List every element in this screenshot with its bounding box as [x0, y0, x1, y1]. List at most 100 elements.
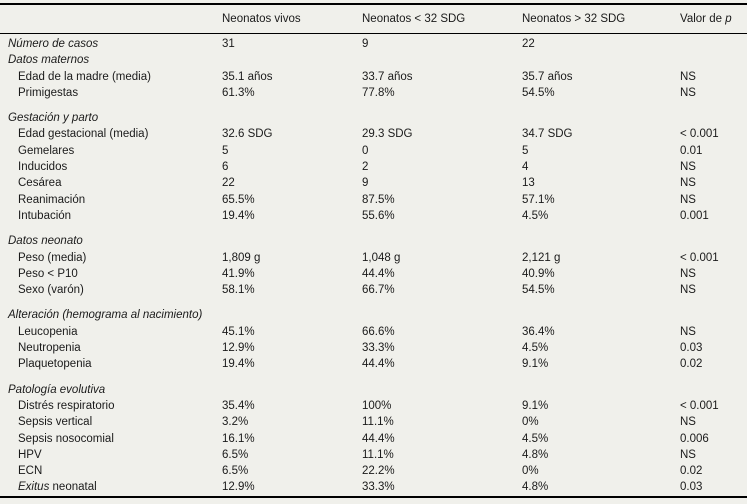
col-gt32-value: 34.7 SDG [522, 128, 573, 141]
col-vivos-value: 1,809 g [222, 251, 261, 264]
col-gt32-value: 40.9% [522, 267, 555, 280]
col-vivos-value: 41.9% [222, 267, 255, 280]
col-lt32-value: 44.4% [362, 358, 395, 371]
col-lt32-value: 9 [362, 38, 369, 50]
header-col-neonatos-lt-32-sdg: Neonatos < 32 SDG [362, 13, 466, 25]
row-label-italic-part: Exitus [18, 481, 50, 494]
col-gt32-value: 4.5% [522, 342, 549, 355]
p-value: 0.02 [680, 358, 703, 371]
table-header-row: Neonatos vivos Neonatos < 32 SDG Neonato… [0, 5, 747, 33]
row-label: Gestación y parto [8, 112, 99, 125]
p-value: NS [680, 193, 696, 206]
col-vivos-value: 32.6 SDG [222, 128, 273, 141]
col-lt32-value: 2 [362, 161, 369, 174]
row-label: Neutropenia [18, 342, 81, 355]
p-value: 0.03 [680, 342, 703, 355]
row-label: HPV [18, 448, 42, 461]
p-value: NS [680, 267, 696, 280]
row-label: Inducidos [18, 161, 68, 174]
col-gt32-value: 4 [522, 161, 529, 174]
col-lt32-value: 33.3% [362, 481, 395, 494]
data-row: Inducidos 6 2 4 NS [0, 159, 747, 175]
data-row: Edad de la madre (media) 35.1 años 33.7 añ… [0, 69, 747, 85]
col-vivos-value: 12.9% [222, 481, 255, 494]
col-vivos-value: 19.4% [222, 209, 255, 222]
p-value: NS [680, 325, 696, 338]
col-lt32-value: 44.4% [362, 267, 395, 280]
col-gt32-value: 9.1% [522, 399, 549, 412]
row-label: Cesárea [18, 177, 62, 190]
col-vivos-value: 5 [222, 144, 229, 157]
p-value: NS [680, 284, 696, 297]
row-label: Peso (media) [18, 251, 87, 264]
data-row: Cesárea 22 9 13 NS [0, 175, 747, 191]
col-vivos-value: 22 [222, 177, 235, 190]
header-col-valor-de-p: Valor de p [680, 13, 747, 25]
row-label: Exitus neonatal [18, 481, 97, 494]
col-vivos-value: 35.4% [222, 399, 255, 412]
col-lt32-value: 100% [362, 399, 392, 412]
data-row: Exitus neonatal 12.9% 33.3% 4.8% 0.03 [0, 479, 747, 495]
data-row: Reanimación 65.5% 87.5% 57.1% NS [0, 192, 747, 208]
p-value: 0.001 [680, 209, 709, 222]
p-value: < 0.001 [680, 128, 719, 141]
row-label: ECN [18, 465, 43, 478]
col-gt32-value: 0% [522, 465, 539, 478]
col-vivos-value: 58.1% [222, 284, 255, 297]
col-lt32-value: 66.7% [362, 284, 395, 297]
col-gt32-value: 35.7 años [522, 70, 573, 83]
col-vivos-value: 65.5% [222, 193, 255, 206]
col-lt32-value: 55.6% [362, 209, 395, 222]
data-row: Peso < P10 41.9% 44.4% 40.9% NS [0, 266, 747, 282]
data-row: Primigestas 61.3% 77.8% 54.5% NS [0, 85, 747, 101]
col-gt32-value: 0% [522, 416, 539, 429]
col-lt32-value: 11.1% [362, 416, 394, 429]
col-vivos-value: 31 [222, 38, 235, 50]
data-row: HPV 6.5% 11.1% 4.8% NS [0, 447, 747, 463]
col-gt32-value: 4.5% [522, 209, 549, 222]
section-row: Patología evolutiva [0, 382, 747, 398]
data-row: Neutropenia 12.9% 33.3% 4.5% 0.03 [0, 340, 747, 356]
data-row: Plaquetopenia 19.4% 44.4% 9.1% 0.02 [0, 356, 747, 372]
row-label: Alteración (hemograma al nacimiento) [8, 309, 203, 322]
table-body: Número de casos 31 9 22 Datos maternos Edad d… [0, 36, 747, 496]
row-label: Sepsis vertical [18, 416, 93, 429]
col-lt32-value: 33.3% [362, 342, 395, 355]
col-vivos-value: 3.2% [222, 416, 249, 429]
col-vivos-value: 6 [222, 161, 229, 174]
row-label: Peso < P10 [18, 267, 78, 280]
p-value: NS [680, 416, 696, 429]
header-separator-rule [0, 33, 747, 34]
col-lt32-value: 66.6% [362, 325, 395, 338]
p-value: < 0.001 [680, 251, 719, 264]
col-gt32-value: 36.4% [522, 325, 555, 338]
p-value: 0.006 [680, 432, 709, 445]
col-gt32-value: 4.8% [522, 448, 549, 461]
p-value: 0.03 [680, 481, 703, 494]
p-italic-text: p [725, 13, 732, 25]
col-gt32-value: 4.8% [522, 481, 549, 494]
col-lt32-value: 77.8% [362, 86, 395, 99]
col-gt32-value: 9.1% [522, 358, 549, 371]
data-row: Distrés respiratorio 35.4% 100% 9.1% < 0.001 [0, 398, 747, 414]
col-gt32-value: 54.5% [522, 86, 555, 99]
p-value: < 0.001 [680, 399, 719, 412]
data-row: Sexo (varón) 58.1% 66.7% 54.5% NS [0, 282, 747, 298]
p-value: 0.01 [680, 144, 703, 157]
p-value: 0.02 [680, 465, 703, 478]
section-row: Datos neonato [0, 233, 747, 249]
col-lt32-value: 9 [362, 177, 369, 190]
section-row: Gestación y parto [0, 110, 747, 126]
col-gt32-value: 5 [522, 144, 529, 157]
col-vivos-value: 12.9% [222, 342, 255, 355]
section-row: Datos maternos [0, 52, 747, 68]
col-lt32-value: 33.7 años [362, 70, 413, 83]
row-label: Sexo (varón) [18, 284, 84, 297]
col-lt32-value: 0 [362, 144, 369, 157]
col-gt32-value: 13 [522, 177, 535, 190]
data-row: Leucopenia 45.1% 66.6% 36.4% NS [0, 324, 747, 340]
header-col-neonatos-vivos: Neonatos vivos [222, 13, 301, 25]
col-vivos-value: 35.1 años [222, 70, 273, 83]
p-value: NS [680, 161, 696, 174]
